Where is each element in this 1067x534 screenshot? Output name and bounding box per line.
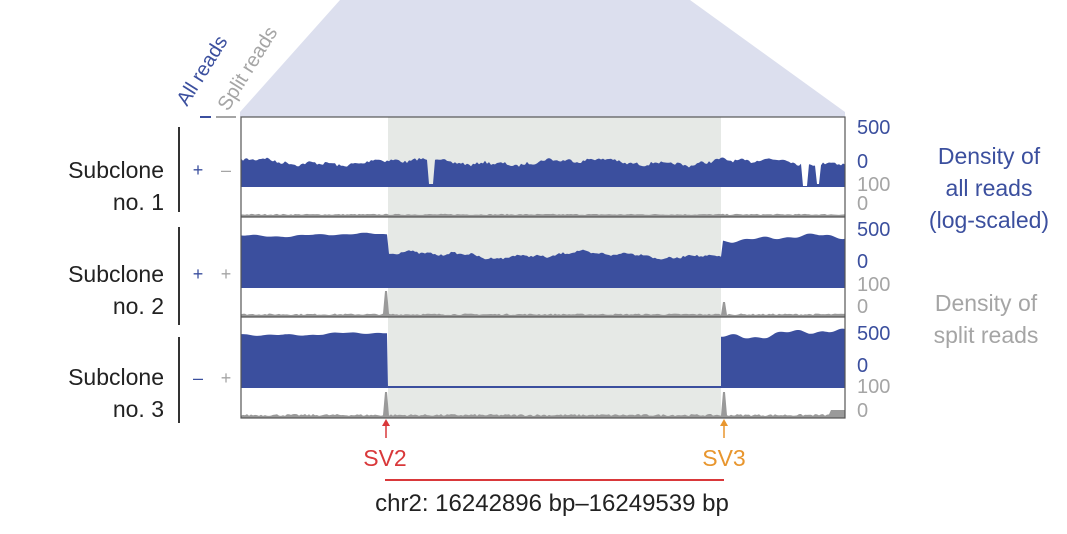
tick-all-max-1: 500 — [857, 117, 890, 139]
tick-split-min-1: 0 — [857, 193, 868, 215]
sv2-label: SV2 — [363, 445, 406, 471]
genomic-region-label: chr2: 16242896 bp–16249539 bp — [375, 490, 729, 517]
tick-split-max-3: 100 — [857, 376, 890, 398]
sv3-label: SV3 — [702, 445, 745, 471]
tick-all-min-2: 0 — [857, 251, 868, 273]
subclone-3-split-reads-track — [241, 392, 845, 418]
tick-all-max-2: 500 — [857, 219, 890, 241]
subclone-1-name-line2: no. 1 — [113, 189, 164, 215]
plot-frame — [240, 116, 846, 419]
subclone-labels: Subclone no. 1 Subclone no. 2 Subclone n… — [68, 127, 231, 423]
side-label-all-line2: all reads — [946, 175, 1033, 201]
tick-split-max-2: 100 — [857, 274, 890, 296]
subclone-3-name-line2: no. 3 — [113, 396, 164, 422]
subclone-1-genotype-all: + — [193, 160, 204, 180]
tick-split-min-2: 0 — [857, 296, 868, 318]
subclone-3-all-reads-track-right — [721, 328, 845, 388]
tick-split-max-1: 100 — [857, 174, 890, 196]
tracks-area — [241, 157, 845, 418]
subclone-2-genotype-split: + — [221, 264, 232, 284]
tick-all-min-1: 0 — [857, 151, 868, 173]
subclone-1-all-reads-track — [241, 157, 845, 187]
subclone-2-genotype-all: + — [193, 264, 204, 284]
zoom-fan — [240, 0, 845, 117]
subclone-1-split-reads-track — [241, 213, 845, 217]
subclone-2-all-reads-track — [241, 232, 845, 288]
side-label-split-line1: Density of — [935, 290, 1038, 316]
subclone-1-genotype-split: – — [221, 160, 231, 180]
tick-all-min-3: 0 — [857, 355, 868, 377]
subclone-2-name-line1: Subclone — [68, 261, 164, 287]
side-label-all-line1: Density of — [938, 143, 1041, 169]
sv3-arrow-head — [720, 419, 728, 426]
side-label-split-line2: split reads — [934, 322, 1039, 348]
subclone-3-all-reads-track — [241, 332, 388, 388]
tick-split-min-3: 0 — [857, 400, 868, 422]
subclone-1-name-line1: Subclone — [68, 157, 164, 183]
axis-ticks: 500 0 100 0 500 0 100 0 500 0 100 0 — [857, 117, 890, 422]
tick-all-max-3: 500 — [857, 323, 890, 345]
subclone-3-genotype-split: + — [221, 368, 232, 388]
sv2-arrow-head — [382, 419, 390, 426]
side-labels: Density of all reads (log-scaled) Densit… — [929, 143, 1049, 348]
breakpoint-markers: SV2 SV3 — [363, 419, 746, 481]
subclone-2-split-reads-track — [241, 291, 845, 317]
subclone-2-name-line2: no. 2 — [113, 293, 164, 319]
subclone-3-genotype-all: – — [193, 368, 203, 388]
side-label-all-line3: (log-scaled) — [929, 207, 1049, 233]
subclone-3-name-line1: Subclone — [68, 364, 164, 390]
